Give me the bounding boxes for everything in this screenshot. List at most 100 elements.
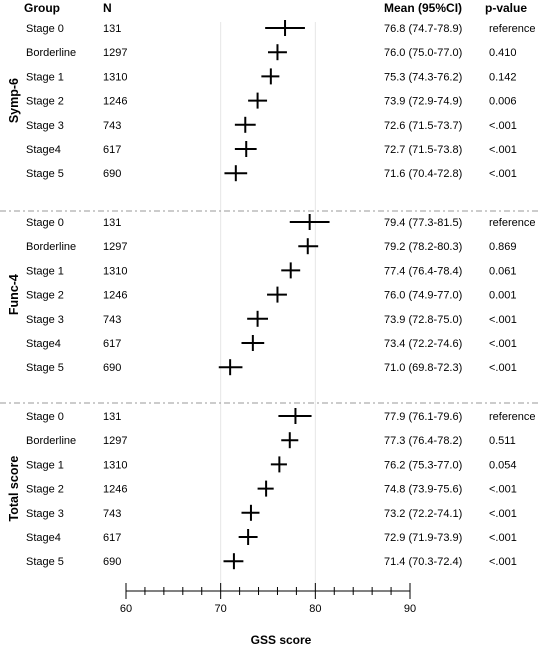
row-mean-ci: 73.2 (72.2-74.1) [384, 508, 462, 520]
row-group-label: Stage 5 [26, 556, 64, 568]
section-label: Func-4 [7, 274, 21, 315]
reference-lines [220, 22, 316, 592]
row-mean-ci: 73.9 (72.8-75.0) [384, 314, 462, 326]
row-p-value: <.001 [489, 556, 517, 568]
row-p-value: <.001 [489, 338, 517, 350]
row-mean-ci: 73.4 (72.2-74.6) [384, 338, 462, 350]
row-group-label: Stage 1 [26, 459, 64, 471]
header-n: N [103, 1, 112, 15]
row-group-label: Stage 2 [26, 290, 64, 302]
row-p-value: <.001 [489, 484, 517, 496]
row-mean-ci: 76.2 (75.3-77.0) [384, 459, 462, 471]
forest-row: Borderline 1297 77.3 (76.4-78.2) 0.511 [26, 432, 516, 449]
row-group-label: Stage 0 [26, 23, 64, 35]
row-p-value: 0.511 [489, 435, 516, 447]
x-tick-label: 80 [309, 603, 321, 615]
forest-row: Stage 0 131 77.9 (76.1-79.6) reference [26, 408, 535, 424]
section-0: Symp-6 Stage 0 131 76.8 (74.7-78.9) referenc… [7, 20, 535, 182]
row-n-value: 1246 [103, 96, 127, 108]
forest-row: Stage 2 1246 74.8 (73.9-75.6) <.001 [26, 480, 517, 497]
row-n-value: 617 [103, 144, 121, 156]
row-p-value: reference [489, 217, 535, 229]
row-group-label: Stage 1 [26, 71, 64, 83]
row-group-label: Stage4 [26, 144, 61, 156]
row-p-value: reference [489, 23, 535, 35]
row-mean-ci: 74.8 (73.9-75.6) [384, 484, 462, 496]
row-n-value: 1310 [103, 265, 127, 277]
row-n-value: 1246 [103, 290, 127, 302]
header-p-value: p-value [485, 1, 527, 15]
forest-row: Borderline 1297 76.0 (75.0-77.0) 0.410 [26, 44, 517, 61]
row-mean-ci: 72.6 (71.5-73.7) [384, 120, 462, 132]
row-mean-ci: 72.7 (71.5-73.8) [384, 144, 462, 156]
row-n-value: 131 [103, 411, 121, 423]
row-p-value: 0.410 [489, 47, 517, 59]
row-p-value: 0.061 [489, 265, 517, 277]
row-n-value: 1297 [103, 47, 127, 59]
forest-row: Stage 1 1310 76.2 (75.3-77.0) 0.054 [26, 456, 517, 473]
row-group-label: Borderline [26, 435, 76, 447]
row-n-value: 690 [103, 362, 121, 374]
row-p-value: 0.869 [489, 241, 517, 253]
forest-row: Stage 2 1246 76.0 (74.9-77.0) 0.001 [26, 286, 517, 303]
row-n-value: 690 [103, 168, 121, 180]
x-axis-title: GSS score [251, 633, 312, 647]
row-n-value: 1310 [103, 459, 127, 471]
row-mean-ci: 79.2 (78.2-80.3) [384, 241, 462, 253]
row-n-value: 1297 [103, 241, 127, 253]
row-p-value: reference [489, 411, 535, 423]
row-p-value: 0.142 [489, 71, 517, 83]
row-mean-ci: 77.9 (76.1-79.6) [384, 411, 462, 423]
row-group-label: Borderline [26, 47, 76, 59]
row-n-value: 131 [103, 23, 121, 35]
row-p-value: <.001 [489, 362, 517, 374]
row-n-value: 1297 [103, 435, 127, 447]
row-group-label: Stage 2 [26, 96, 64, 108]
row-mean-ci: 72.9 (71.9-73.9) [384, 532, 462, 544]
row-group-label: Stage4 [26, 532, 61, 544]
header-group: Group [24, 1, 60, 15]
row-n-value: 617 [103, 532, 121, 544]
row-p-value: 0.006 [489, 96, 517, 108]
row-p-value: <.001 [489, 314, 517, 326]
row-p-value: <.001 [489, 532, 517, 544]
row-p-value: <.001 [489, 144, 517, 156]
section-dividers [0, 210, 540, 404]
forest-row: Stage 5 690 71.4 (70.3-72.4) <.001 [26, 553, 517, 570]
row-mean-ci: 71.6 (70.4-72.8) [384, 168, 462, 180]
x-tick-label: 70 [215, 603, 227, 615]
section-label: Symp-6 [7, 78, 21, 123]
row-n-value: 743 [103, 120, 121, 132]
row-p-value: <.001 [489, 120, 517, 132]
forest-row: Stage 3 743 73.2 (72.2-74.1) <.001 [26, 504, 517, 521]
row-group-label: Stage 5 [26, 362, 64, 374]
forest-row: Stage4 617 72.7 (71.5-73.8) <.001 [26, 141, 517, 157]
row-group-label: Stage 2 [26, 484, 64, 496]
row-mean-ci: 79.4 (77.3-81.5) [384, 217, 462, 229]
forest-row: Stage 3 743 72.6 (71.5-73.7) <.001 [26, 116, 517, 133]
forest-row: Stage 0 131 76.8 (74.7-78.9) reference [26, 20, 535, 36]
row-n-value: 1310 [103, 71, 127, 83]
forest-row: Stage 1 1310 75.3 (74.3-76.2) 0.142 [26, 68, 517, 85]
forest-row: Stage 3 743 73.9 (72.8-75.0) <.001 [26, 310, 517, 327]
row-mean-ci: 77.4 (76.4-78.4) [384, 265, 462, 277]
row-group-label: Stage 3 [26, 120, 64, 132]
row-group-label: Stage4 [26, 338, 61, 350]
row-mean-ci: 75.3 (74.3-76.2) [384, 71, 462, 83]
row-mean-ci: 71.0 (69.8-72.3) [384, 362, 462, 374]
forest-rows: Symp-6 Stage 0 131 76.8 (74.7-78.9) referenc… [7, 20, 535, 570]
row-p-value: 0.001 [489, 290, 517, 302]
row-n-value: 131 [103, 217, 121, 229]
row-group-label: Stage 0 [26, 411, 64, 423]
forest-row: Stage 5 690 71.0 (69.8-72.3) <.001 [26, 359, 517, 376]
row-mean-ci: 76.0 (74.9-77.0) [384, 290, 462, 302]
header-row: Group N Mean (95%CI) p-value [24, 1, 527, 15]
forest-row: Stage4 617 73.4 (72.2-74.6) <.001 [26, 335, 517, 351]
x-tick-label: 90 [404, 603, 416, 615]
section-label: Total score [7, 456, 21, 522]
row-p-value: 0.054 [489, 459, 517, 471]
row-group-label: Stage 0 [26, 217, 64, 229]
row-group-label: Borderline [26, 241, 76, 253]
row-n-value: 617 [103, 338, 121, 350]
row-n-value: 743 [103, 314, 121, 326]
